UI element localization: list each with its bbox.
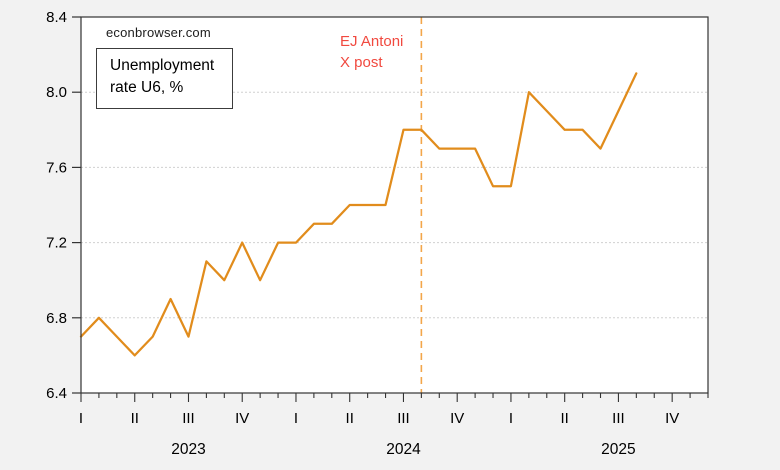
quarter-labels: I II III IV I II III IV I II III IV — [79, 410, 679, 427]
x-year-label: 2023 — [171, 441, 205, 458]
watermark-text: econbrowser.com — [106, 25, 211, 40]
plot-border — [80, 16, 709, 394]
y-axis-labels: 6.4 6.8 7.2 7.6 8.0 8.4 — [46, 9, 81, 402]
y-tick-label: 6.4 — [46, 385, 67, 402]
y-tick-label: 8.0 — [46, 84, 67, 101]
annotation-line2: X post — [340, 54, 383, 71]
y-tick-label: 7.6 — [46, 159, 67, 176]
y-tick-label: 7.2 — [46, 235, 67, 252]
x-quarter-label: I — [294, 410, 298, 427]
annotation-line1: EJ Antoni — [340, 33, 404, 50]
x-year-label: 2025 — [601, 441, 635, 458]
legend-line2: rate U6, % — [110, 79, 184, 96]
u6-series-line — [79, 72, 638, 357]
y-tick-label: 6.8 — [46, 310, 67, 327]
x-quarter-label: III — [612, 410, 625, 427]
x-quarter-label: I — [79, 410, 83, 427]
x-quarter-label: I — [509, 410, 513, 427]
event-annotation: EJ Antoni X post — [340, 31, 403, 73]
x-axis-ticks — [80, 393, 709, 402]
x-quarter-label: IV — [450, 410, 464, 427]
year-labels: 2023 2024 2025 — [171, 441, 635, 458]
x-quarter-label: II — [131, 410, 139, 427]
x-quarter-label: II — [561, 410, 569, 427]
x-quarter-label: II — [346, 410, 354, 427]
legend-line1: Unemployment — [110, 57, 215, 74]
x-year-label: 2024 — [386, 441, 421, 458]
y-tick-label: 8.4 — [46, 9, 67, 26]
x-quarter-label: IV — [665, 410, 679, 427]
x-quarter-label: IV — [235, 410, 249, 427]
x-quarter-label: III — [182, 410, 195, 427]
x-quarter-label: III — [397, 410, 410, 427]
legend-box: Unemployment rate U6, % — [96, 48, 233, 109]
